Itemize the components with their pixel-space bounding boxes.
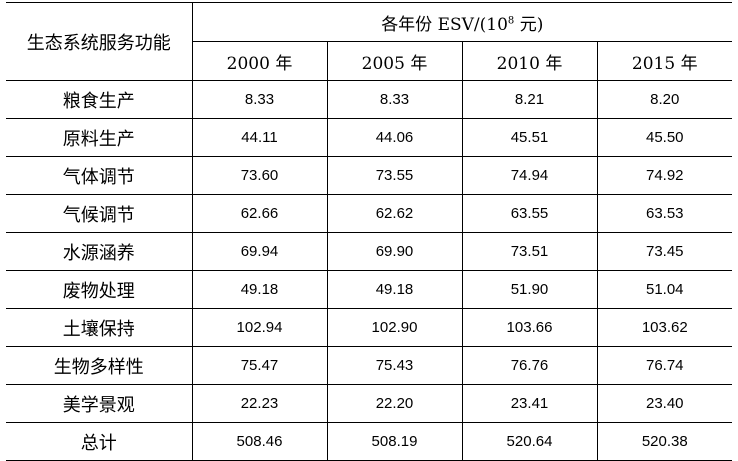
value-cell: 8.33 (244, 91, 275, 108)
value-cell: 508.46 (192, 422, 327, 461)
header-row-group: 生态系统服务功能 各年份 ESV/(108 元) (6, 2, 733, 81)
value-cell: 75.47 (192, 346, 327, 385)
row-label: 总计 (6, 422, 193, 461)
value-cell: 102.94 (192, 308, 327, 347)
row-label: 气候调节 (6, 194, 193, 233)
value-cell: 73.60 (192, 156, 327, 195)
corner-header: 生态系统服务功能 (6, 2, 193, 81)
value-cell: 51.90 (461, 270, 597, 309)
value-cell: 76.74 (596, 346, 733, 385)
group-header-suffix: 元) (514, 14, 544, 35)
value-cell: 69.94 (192, 232, 327, 271)
value-cell: 520.38 (596, 422, 733, 461)
value-cell: 49.18 (192, 270, 327, 309)
value-cell: 8.20 (596, 80, 733, 119)
value-cell: 73.45 (596, 232, 733, 271)
esv-table: 生态系统服务功能 各年份 ESV/(108 元) 2000 年 2005 年 2… (6, 2, 733, 461)
table-row: 气候调节 62.66 62.62 63.55 63.53 (6, 194, 733, 233)
value-cell: 63.53 (596, 194, 733, 233)
value-cell: 44.11 (192, 118, 327, 157)
value-cell: 508.19 (326, 422, 462, 461)
year-header: 2005 年 (326, 41, 462, 81)
row-label: 废物处理 (6, 270, 193, 309)
value-cell: 69.90 (326, 232, 462, 271)
table-row: 生物多样性 75.47 75.43 76.76 76.74 (6, 346, 733, 385)
value-cell: 45.50 (596, 118, 733, 157)
row-label: 水源涵养 (6, 232, 193, 271)
value-cell: 62.62 (326, 194, 462, 233)
value-cell: 73.51 (461, 232, 597, 271)
row-label: 气体调节 (6, 156, 193, 195)
value-cell: 103.62 (596, 308, 733, 347)
year-header: 2000 年 (192, 41, 327, 81)
value-cell: 74.94 (461, 156, 597, 195)
value-cell: 73.55 (326, 156, 462, 195)
value-cell: 74.92 (596, 156, 733, 195)
row-label: 美学景观 (6, 384, 193, 423)
value-cell: 51.04 (596, 270, 733, 309)
header-row-years: 2000 年 2005 年 2010 年 2015 年 (6, 41, 733, 81)
value-cell: 63.55 (461, 194, 597, 233)
group-header-exponent: 8 (507, 14, 515, 26)
value-cell: 44.06 (326, 118, 462, 157)
value-cell: 8.21 (461, 80, 597, 119)
group-header-prefix: 各年份 ESV/(10 (381, 14, 508, 35)
value-cell: 520.64 (461, 422, 597, 461)
table-row: 粮食生产 8.33 8.33 8.21 8.20 (6, 80, 733, 119)
value-cell: 23.41 (461, 384, 597, 423)
value-cell: 62.66 (192, 194, 327, 233)
value-cell: 8.33 (326, 80, 462, 119)
value-cell: 23.40 (596, 384, 733, 423)
year-header: 2015 年 (596, 41, 733, 81)
value-cell: 49.18 (326, 270, 462, 309)
value-cell: 103.66 (461, 308, 597, 347)
table-row: 总计 508.46 508.19 520.64 520.38 (6, 422, 733, 461)
table-row: 原料生产 44.11 44.06 45.51 45.50 (6, 118, 733, 157)
table-row: 水源涵养 69.94 69.90 73.51 73.45 (6, 232, 733, 271)
value-cell: 76.76 (461, 346, 597, 385)
row-label: 原料生产 (6, 118, 193, 157)
table-body: 粮食生产 8.33 8.33 8.21 8.20 原料生产 44.11 44.06 45.51 4… (6, 80, 733, 461)
row-label: 粮食生产 (6, 80, 193, 119)
table-row: 土壤保持 102.94 102.90 103.66 103.62 (6, 308, 733, 347)
value-cell: 75.43 (326, 346, 462, 385)
group-header: 各年份 ESV/(108 元) (192, 2, 733, 42)
row-label: 生物多样性 (6, 346, 193, 385)
value-cell: 22.23 (192, 384, 327, 423)
value-cell: 22.20 (326, 384, 462, 423)
value-cell: 102.90 (326, 308, 462, 347)
value-cell: 45.51 (461, 118, 597, 157)
year-header: 2010 年 (461, 41, 597, 81)
table-row: 美学景观 22.23 22.20 23.41 23.40 (6, 384, 733, 423)
table-row: 气体调节 73.60 73.55 74.94 74.92 (6, 156, 733, 195)
table-row: 废物处理 49.18 49.18 51.90 51.04 (6, 270, 733, 309)
row-label: 土壤保持 (6, 308, 193, 347)
